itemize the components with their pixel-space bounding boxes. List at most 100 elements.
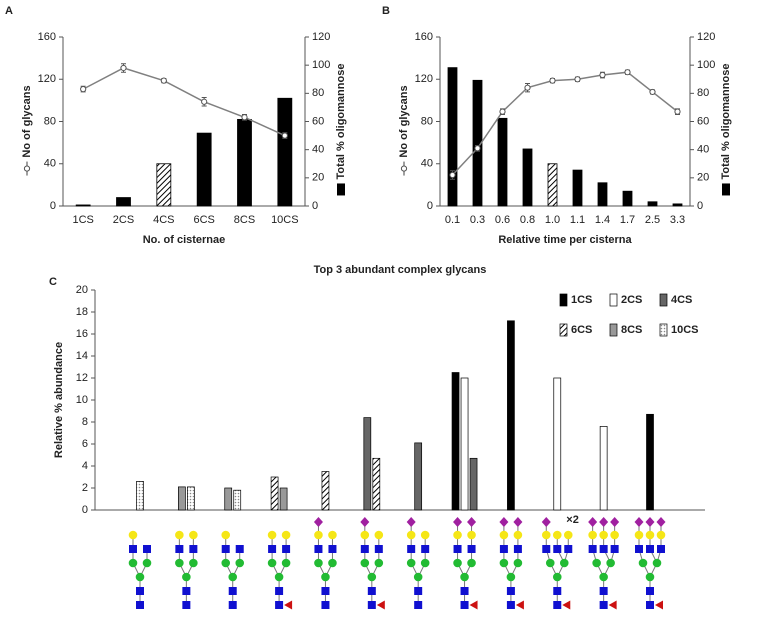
legend-label: 10CS: [671, 324, 699, 336]
mannose: [328, 558, 337, 568]
mannose: [606, 558, 615, 568]
y2-tick-label: 20: [697, 172, 709, 184]
glcnac: [513, 545, 522, 553]
y-axis-title: Relative % abundance: [53, 342, 65, 458]
galactose: [189, 530, 198, 540]
y-tick-label: 16: [76, 328, 88, 340]
galactose: [645, 530, 655, 540]
x-tick-label: 0.3: [470, 214, 485, 226]
mannose: [506, 572, 516, 582]
mannose: [552, 572, 562, 582]
y-tick-label: 0: [427, 200, 433, 212]
glcnac: [136, 587, 144, 595]
y2-tick-label: 100: [312, 59, 330, 71]
y2-tick-label: 100: [697, 59, 715, 71]
x-tick-label: 2.5: [645, 214, 660, 226]
fucose: [608, 600, 617, 610]
y2-axis-title: Total % oligomannose: [720, 64, 732, 180]
line-marker: [120, 64, 127, 72]
line-marker: [549, 77, 556, 84]
x-tick-label: 3.3: [670, 214, 685, 226]
legend-label: 2CS: [621, 294, 642, 306]
y-tick-label: 120: [415, 73, 433, 85]
mannose: [645, 572, 655, 582]
x-tick-label: 1.0: [545, 214, 560, 226]
bar: [156, 163, 172, 207]
glcnac: [228, 601, 237, 609]
glcnac: [143, 545, 151, 553]
galactose: [453, 530, 462, 540]
galactose: [328, 530, 337, 540]
galactose: [552, 530, 562, 540]
line-marker: [160, 77, 167, 84]
bar: [372, 457, 381, 511]
legend-swatch: [609, 293, 618, 307]
bar: [451, 372, 460, 511]
glcnac: [467, 545, 476, 553]
panel-label: C: [49, 276, 57, 288]
y2-tick-label: 80: [312, 87, 324, 99]
glcnac: [414, 587, 423, 595]
y-tick-label: 160: [38, 31, 56, 43]
bar: [572, 169, 583, 207]
glcnac: [599, 545, 608, 553]
fucose: [284, 600, 293, 610]
bar: [469, 457, 478, 511]
mannose: [460, 572, 469, 582]
sialic-acid: [599, 517, 609, 527]
y-tick-label: 40: [421, 158, 433, 170]
bar: [270, 476, 279, 511]
mannose: [599, 572, 608, 582]
bar: [672, 203, 683, 207]
x-tick-label: 0.6: [495, 214, 510, 226]
y-tick-label: 20: [76, 284, 88, 296]
glcnac: [374, 545, 383, 553]
mannose: [274, 572, 284, 582]
glcnac: [360, 545, 369, 553]
line-marker: [599, 71, 606, 79]
y-tick-label: 12: [76, 372, 88, 384]
galactose: [599, 530, 608, 540]
x-tick-label: 1.1: [570, 214, 585, 226]
sialic-acid: [360, 517, 370, 527]
glcnac: [506, 587, 515, 595]
y-tick-label: 40: [44, 158, 56, 170]
glcnac: [321, 587, 330, 595]
glcnac: [314, 545, 323, 553]
mannose: [420, 558, 430, 568]
legend-label: 1CS: [571, 294, 592, 306]
legend-marker-symbol: [400, 165, 408, 172]
bar: [553, 377, 562, 511]
fucose: [376, 600, 385, 610]
bar: [599, 426, 608, 511]
glcnac: [635, 545, 643, 553]
glcnac: [321, 601, 330, 609]
sialic-acid: [645, 517, 655, 527]
bar: [646, 413, 654, 511]
y2-tick-label: 120: [312, 31, 330, 43]
bar: [178, 486, 186, 511]
glcnac: [268, 545, 277, 553]
mannose: [314, 558, 323, 568]
glcnac: [235, 545, 244, 553]
x-tick-label: 1.7: [620, 214, 635, 226]
bar: [279, 487, 288, 511]
y2-tick-label: 120: [697, 31, 715, 43]
glcnac: [599, 587, 608, 595]
glcnac: [657, 545, 665, 553]
galactose: [420, 530, 430, 540]
mannose: [175, 558, 184, 568]
glcnac: [610, 545, 619, 553]
mannose: [235, 558, 245, 568]
mannose: [413, 572, 423, 582]
glcnac: [367, 587, 376, 595]
sialic-acid: [467, 517, 477, 527]
mannose: [135, 572, 145, 582]
glcnac: [460, 601, 469, 609]
line: [82, 67, 286, 137]
y-tick-label: 120: [38, 73, 56, 85]
glcnac: [599, 601, 608, 609]
mannose: [128, 558, 138, 568]
panel-label: B: [382, 5, 390, 17]
x-axis-title: Relative time per cisterna: [498, 234, 632, 246]
